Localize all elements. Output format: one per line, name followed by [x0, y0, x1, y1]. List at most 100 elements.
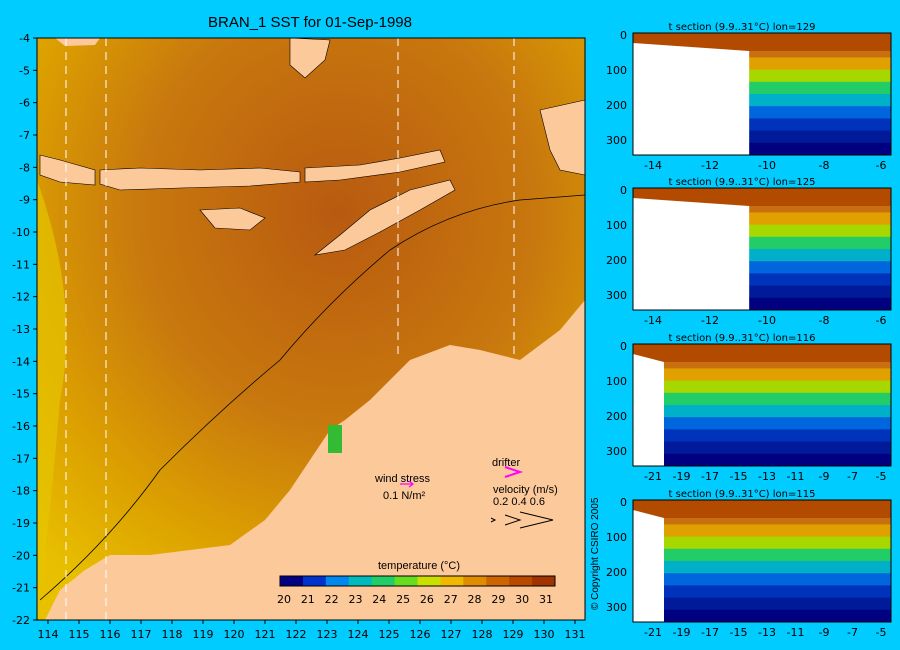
section-lat-tick: -15 — [730, 626, 748, 639]
lat-tick-label: -12 — [12, 291, 30, 304]
section-layer — [663, 441, 891, 455]
lon-tick-label: 118 — [162, 628, 183, 641]
colorbar-swatch — [509, 576, 533, 586]
lon-tick-label: 120 — [224, 628, 245, 641]
island-timor — [313, 179, 456, 256]
lon-tick-label: 119 — [193, 628, 214, 641]
island-sumba — [199, 207, 266, 231]
section-depth-tick: 300 — [606, 134, 627, 147]
section-lat-tick: -17 — [701, 626, 719, 639]
section-layer — [663, 597, 891, 611]
colorbar-tick-label: 27 — [444, 593, 458, 606]
section-lat-tick: -19 — [673, 626, 691, 639]
section-lat-tick: -21 — [644, 626, 662, 639]
cool-water-west — [37, 180, 67, 620]
section-layer — [663, 429, 891, 443]
colorbar-swatch — [486, 576, 510, 586]
lat-tick-label: -16 — [12, 420, 30, 433]
lat-tick-label: -21 — [12, 582, 30, 595]
colorbar-tick-label: 24 — [372, 593, 386, 606]
colorbar-tick-label: 26 — [420, 593, 434, 606]
section-layer — [749, 273, 891, 287]
lon-tick-label: 127 — [441, 628, 462, 641]
colorbar-tick-label: 21 — [301, 593, 315, 606]
section-lat-tick: -6 — [876, 314, 887, 327]
section-title: t section (9.9..31°C) lon=115 — [669, 489, 816, 500]
section-depth-tick: 100 — [606, 531, 627, 544]
section-layer — [663, 548, 891, 562]
wind-stress-label: wind stress — [375, 473, 431, 485]
section-layer — [749, 69, 891, 83]
island-sumbawa — [39, 154, 96, 186]
lon-tick-label: 126 — [410, 628, 431, 641]
section-layer — [749, 285, 891, 299]
drifter-label: drifter — [492, 457, 521, 469]
section-depth-tick: 100 — [606, 64, 627, 77]
colorbar-swatch — [280, 576, 304, 586]
section-depth-tick: 200 — [606, 410, 627, 423]
section-lines — [65, 38, 515, 620]
longitude-axis: 114 115 116 117 118 119 120 121 122 123 124 125 126 1… — [38, 620, 586, 641]
lon-tick-label: 131 — [565, 628, 586, 641]
section-lat-tick: -14 — [644, 314, 662, 327]
coastal-green-patch — [328, 425, 342, 453]
map-title: BRAN_1 SST for 01-Sep-1998 — [207, 14, 412, 31]
section-lat-tick: -10 — [758, 159, 776, 172]
lon-tick-label: 116 — [100, 628, 121, 641]
lat-tick-label: -11 — [12, 258, 30, 271]
section-lat-tick: -8 — [819, 159, 830, 172]
colorbar-swatch — [394, 576, 418, 586]
velocity-values: 0.2 0.4 0.6 — [493, 496, 545, 508]
lat-tick-label: -15 — [12, 388, 30, 401]
section-layer — [749, 130, 891, 144]
colorbar-tick-label: 20 — [277, 593, 291, 606]
lon-tick-label: 124 — [348, 628, 369, 641]
velocity-label: velocity (m/s) — [493, 484, 558, 496]
lon-tick-label: 130 — [534, 628, 555, 641]
section-layer — [749, 297, 891, 311]
velocity-arrows — [490, 511, 554, 529]
section-lat-tick: -7 — [847, 470, 858, 483]
section-layer — [749, 212, 891, 226]
section-lat-tick: -10 — [758, 314, 776, 327]
colorbar-swatch — [417, 576, 441, 586]
section-depth-tick: 200 — [606, 254, 627, 267]
section-layer — [749, 261, 891, 274]
section-land-mask — [633, 510, 664, 622]
lat-tick-label: -8 — [19, 161, 30, 174]
section-lat-tick: -21 — [644, 470, 662, 483]
latitude-axis: -4 -5 -6 -7 -8 -9 -10 -11 -12 -13 -14 -15 -16 -17 -18 -… — [12, 32, 37, 627]
lat-tick-label: -17 — [12, 452, 30, 465]
island-sulawesi — [289, 37, 331, 79]
colorbar-tick-label: 23 — [348, 593, 362, 606]
wind-stress-arrow — [400, 480, 414, 488]
section-layer — [663, 368, 891, 382]
section-layer — [749, 142, 891, 156]
section-depth-tick: 0 — [620, 340, 627, 353]
section-land-mask — [633, 43, 750, 155]
section-layer — [663, 524, 891, 538]
section-layer — [663, 417, 891, 430]
lat-tick-label: -14 — [12, 355, 30, 368]
colorbar-tick-label: 25 — [396, 593, 410, 606]
colorbar-tick-label: 30 — [515, 593, 529, 606]
depth-contour — [39, 194, 586, 601]
lon-tick-label: 121 — [255, 628, 276, 641]
section-layer — [663, 405, 891, 418]
section-layer — [749, 249, 891, 262]
australia-land — [45, 300, 585, 620]
drifter-arrow — [504, 466, 524, 478]
colorbar-tick-label: 29 — [491, 593, 505, 606]
lon-tick-label: 117 — [131, 628, 152, 641]
section-lat-tick: -5 — [876, 626, 887, 639]
section-depth-tick: 0 — [620, 29, 627, 42]
section-layer — [663, 453, 891, 467]
section-title: t section (9.9..31°C) lon=125 — [669, 177, 816, 188]
lat-tick-label: -18 — [12, 485, 30, 498]
section-lat-tick: -13 — [758, 626, 776, 639]
island-flores-east — [304, 149, 446, 183]
section-layer — [749, 57, 891, 71]
lat-tick-label: -5 — [19, 64, 30, 77]
section-panel: t section (9.9..31°C) lon=125 0 100 200 300 -… — [606, 177, 892, 327]
lon-tick-label: 128 — [472, 628, 493, 641]
